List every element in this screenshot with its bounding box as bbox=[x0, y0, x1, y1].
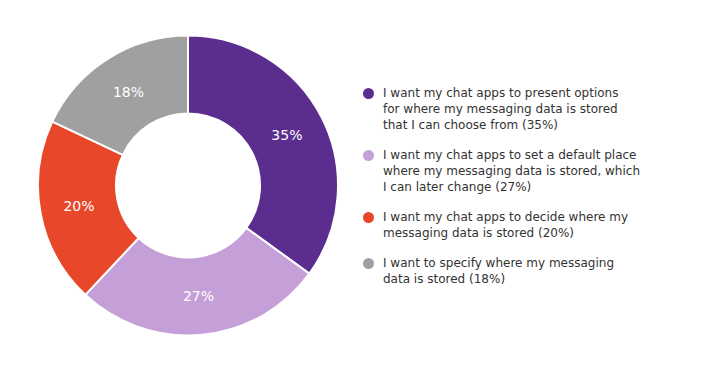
svg-text:27%: 27% bbox=[183, 288, 214, 304]
html-text:I want my chat apps to decide: I want my chat apps to decide where my bbox=[383, 209, 629, 224]
html-text:where my messaging data is sto: where my messaging data is stored, which bbox=[383, 163, 640, 178]
html-text:for where my messaging data is: for where my messaging data is stored bbox=[383, 101, 618, 116]
svg-text:35%: 35% bbox=[271, 127, 302, 143]
html-text:messaging data is stored (20%): messaging data is stored (20%) bbox=[383, 225, 574, 240]
html-text:I want my chat apps to present: I want my chat apps to present options bbox=[383, 85, 619, 100]
html-text:I want to specify where my mes: I want to specify where my messaging bbox=[383, 255, 614, 270]
svg-text:20%: 20% bbox=[63, 198, 94, 214]
svg-text:18%: 18% bbox=[113, 84, 144, 100]
html-text:I want my chat apps to set a d: I want my chat apps to set a default pla… bbox=[383, 147, 637, 162]
html-text:I can later change (27%): I can later change (27%) bbox=[383, 179, 532, 194]
html-text:that I can choose from (35%): that I can choose from (35%) bbox=[383, 117, 558, 132]
html-text:data is stored (18%): data is stored (18%) bbox=[383, 271, 506, 286]
